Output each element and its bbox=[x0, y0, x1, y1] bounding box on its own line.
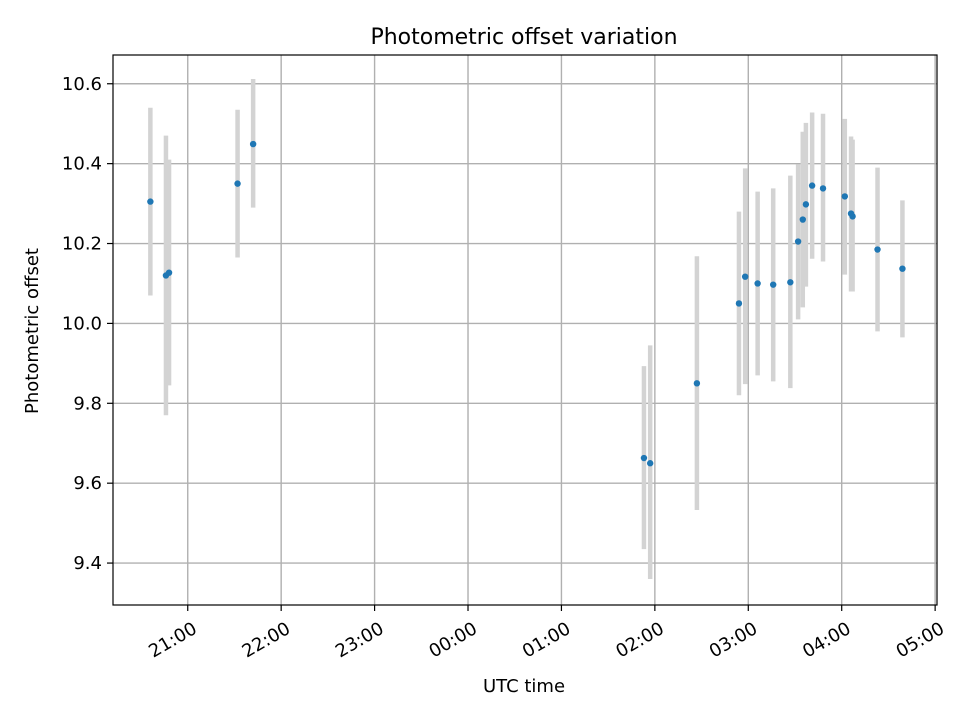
data-point bbox=[741, 273, 749, 280]
data-point bbox=[808, 182, 816, 189]
data-point bbox=[794, 238, 802, 245]
data-point bbox=[819, 185, 827, 192]
data-point bbox=[849, 213, 856, 220]
y-axis-ticks: 9.4 9.6 9.8 10.0 10.2 10.4 10.6 bbox=[62, 74, 113, 574]
data-point bbox=[147, 198, 154, 205]
data-point bbox=[841, 193, 849, 200]
data-point bbox=[802, 201, 810, 208]
data-point bbox=[693, 380, 701, 387]
data-points bbox=[147, 140, 906, 467]
data-point bbox=[249, 140, 257, 148]
data-point bbox=[769, 281, 777, 288]
y-tick-label: 9.4 bbox=[73, 553, 102, 574]
y-tick-label: 9.6 bbox=[73, 473, 102, 494]
plot-frame bbox=[112, 54, 938, 606]
data-point bbox=[787, 279, 794, 286]
chart-title: Photometric offset variation bbox=[370, 25, 677, 50]
y-tick-label: 10.6 bbox=[62, 74, 102, 95]
x-axis-label: UTC time bbox=[483, 676, 565, 697]
y-tick-label: 10.0 bbox=[62, 313, 102, 334]
y-tick-label: 10.2 bbox=[62, 234, 102, 255]
y-axis-label: Photometric offset bbox=[22, 248, 43, 414]
y-tick-label: 9.8 bbox=[73, 393, 102, 414]
y-tick-label: 10.4 bbox=[62, 154, 102, 175]
data-point bbox=[640, 454, 648, 462]
data-point bbox=[754, 280, 761, 287]
data-point bbox=[735, 300, 743, 307]
data-point bbox=[646, 460, 654, 467]
data-point bbox=[799, 216, 806, 223]
data-point bbox=[899, 265, 906, 272]
data-point bbox=[165, 269, 173, 276]
data-point bbox=[234, 180, 241, 187]
data-point bbox=[874, 246, 881, 253]
